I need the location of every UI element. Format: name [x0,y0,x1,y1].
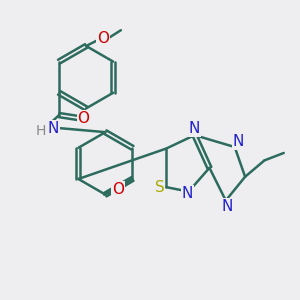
Text: N: N [222,199,233,214]
Text: N: N [47,121,59,136]
Text: O: O [97,31,109,46]
Text: N: N [232,134,244,149]
Text: N: N [189,121,200,136]
Text: O: O [77,110,89,125]
Text: S: S [155,180,165,195]
Text: O: O [112,182,124,197]
Text: H: H [36,124,46,138]
Text: N: N [182,186,193,201]
